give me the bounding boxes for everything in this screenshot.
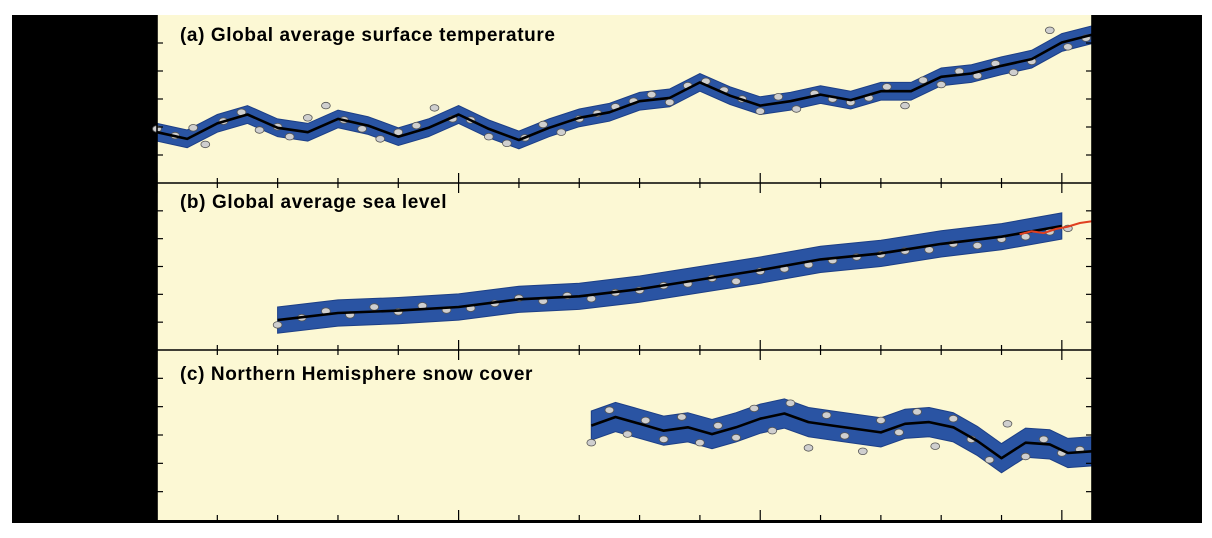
data-point: [502, 139, 512, 147]
data-point: [1020, 452, 1031, 461]
data-point: [936, 80, 946, 89]
smoothed-line: [590, 412, 1093, 460]
data-point: [375, 135, 386, 143]
panel-c-title: (c) Northern Hemisphere snow cover: [180, 364, 533, 385]
smoothed-line: [277, 224, 1063, 322]
data-point: [912, 408, 922, 416]
data-point: [857, 447, 868, 455]
data-point: [791, 105, 802, 113]
data-point: [731, 433, 741, 442]
data-point: [483, 132, 494, 141]
data-point: [948, 415, 959, 423]
data-point: [984, 456, 995, 464]
panel-surface-temperature: (a) Global average surface temperature: [152, 25, 1093, 150]
data-point: [1038, 435, 1049, 443]
data-point: [646, 90, 657, 99]
data-point: [1063, 43, 1073, 51]
data-point: [676, 413, 687, 421]
data-point: [411, 121, 422, 130]
data-point: [321, 101, 331, 110]
data-point: [785, 399, 796, 407]
panel-b-title: (b) Global average sea level: [180, 192, 447, 213]
data-point: [767, 427, 778, 435]
data-point: [876, 416, 886, 425]
data-point: [900, 101, 910, 110]
panel-a-title: (a) Global average surface temperature: [180, 25, 556, 46]
data-point: [556, 128, 566, 136]
data-point: [369, 303, 380, 311]
uncertainty-band: [277, 212, 1063, 334]
data-point: [972, 241, 983, 250]
data-point: [713, 421, 723, 430]
data-point: [839, 432, 850, 440]
satellite-line: [1019, 220, 1093, 236]
data-point: [803, 444, 814, 452]
data-point: [640, 416, 651, 425]
smoothed-curve: [277, 224, 1063, 322]
data-point: [894, 428, 904, 437]
data-point: [188, 124, 199, 132]
data-point: [918, 76, 928, 84]
data-point: [755, 107, 765, 115]
data-point: [302, 114, 313, 122]
data-point: [1008, 68, 1019, 77]
data-point: [882, 83, 892, 91]
smoothed-curve: [156, 33, 1093, 142]
data-point: [658, 435, 669, 443]
uncertainty-band-area: [277, 212, 1063, 334]
data-point: [429, 104, 440, 112]
data-point: [731, 277, 741, 286]
data-point: [284, 132, 295, 141]
data-point: [821, 411, 832, 419]
data-point: [272, 321, 283, 329]
data-point: [604, 406, 615, 414]
data-point: [773, 93, 784, 101]
smoothed-curve: [590, 412, 1093, 460]
smoothed-line: [156, 33, 1093, 142]
data-point: [586, 439, 597, 447]
data-point: [930, 442, 940, 450]
data-point: [622, 430, 633, 438]
data-point: [200, 140, 211, 149]
data-point: [664, 98, 675, 106]
plot-area: [157, 15, 1092, 520]
data-point: [1002, 420, 1013, 428]
data-point: [695, 439, 705, 447]
data-point: [749, 404, 759, 413]
data-point: [357, 125, 367, 133]
annual-points: [586, 399, 1085, 464]
data-point: [1045, 26, 1055, 34]
data-point: [254, 126, 265, 134]
panel-sea-level: (b) Global average sea level: [180, 192, 1093, 334]
axes-ticks: [156, 15, 1093, 520]
data-point: [538, 120, 548, 129]
satellite-curve: [1019, 220, 1093, 236]
